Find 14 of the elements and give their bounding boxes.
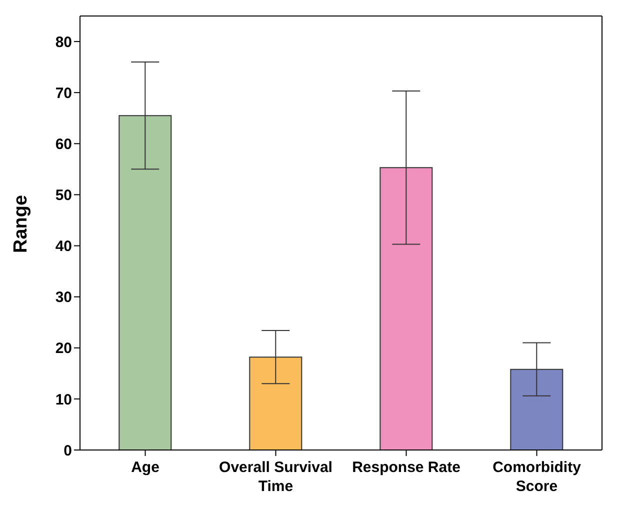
y-tick-label: 40 [55, 238, 72, 256]
y-tick-label: 30 [55, 289, 72, 306]
y-tick-label: 10 [55, 391, 72, 408]
x-tick-label: Comorbidity Score [492, 459, 582, 495]
y-tick-label: 0 [64, 442, 72, 460]
y-tick-label: 80 [55, 34, 72, 51]
x-tick-label: Response Rate [352, 459, 460, 476]
y-tick-label: 50 [55, 187, 72, 204]
y-axis-title: Range [10, 194, 32, 253]
x-tick-label: Age [131, 459, 160, 476]
y-tick-label: 20 [55, 340, 72, 358]
x-tick-label: Overall Survival Time [219, 459, 332, 495]
y-tick-label: 70 [55, 84, 72, 102]
y-tick-label: 60 [55, 136, 72, 153]
